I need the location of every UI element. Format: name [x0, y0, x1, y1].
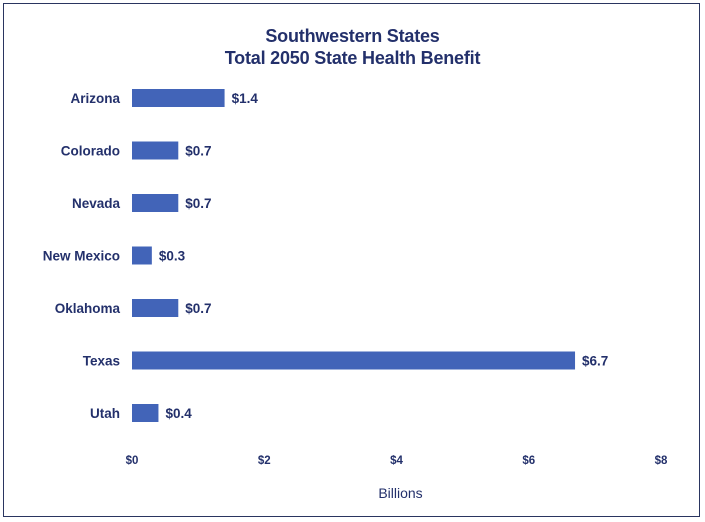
category-labels: Arizona Colorado Nevada New Mexico Oklahoma T…	[43, 91, 121, 421]
chart-frame	[3, 3, 700, 517]
chart-subtitle: Total 2050 State Health Benefit	[224, 48, 481, 68]
category-label-new-mexico: New Mexico	[43, 249, 120, 264]
value-label-colorado: $0.7	[185, 144, 211, 159]
bar-utah	[132, 404, 159, 422]
x-axis-label: Billions	[378, 485, 422, 501]
value-label-utah: $0.4	[165, 406, 192, 421]
value-label-texas: $6.7	[582, 354, 608, 369]
category-label-colorado: Colorado	[61, 144, 120, 159]
value-label-arizona: $1.4	[232, 91, 259, 106]
category-label-nevada: Nevada	[72, 196, 121, 211]
category-label-texas: Texas	[83, 354, 120, 369]
x-tick-label: $4	[390, 455, 403, 467]
x-tick-label: $6	[522, 455, 535, 467]
category-label-utah: Utah	[90, 406, 120, 421]
bar-arizona	[132, 89, 225, 107]
bar-new-mexico	[132, 246, 152, 265]
category-label-arizona: Arizona	[70, 91, 120, 106]
chart-title: Southwestern States	[265, 26, 440, 46]
bar-texas	[132, 351, 576, 370]
x-tick-label: $8	[655, 455, 668, 467]
bars	[132, 89, 576, 422]
category-label-oklahoma: Oklahoma	[55, 301, 121, 316]
value-labels: $1.4 $0.7 $0.7 $0.3 $0.7 $6.7 $0.4	[159, 91, 608, 421]
bar-nevada	[132, 194, 179, 212]
value-label-oklahoma: $0.7	[185, 301, 211, 316]
x-tick-label: $0	[126, 455, 139, 467]
x-axis-ticks: $0 $2 $4 $6 $8	[126, 455, 668, 467]
value-label-new-mexico: $0.3	[159, 249, 186, 264]
x-tick-label: $2	[258, 455, 271, 467]
bar-colorado	[132, 141, 179, 160]
bar-oklahoma	[132, 299, 179, 317]
value-label-nevada: $0.7	[185, 196, 211, 211]
